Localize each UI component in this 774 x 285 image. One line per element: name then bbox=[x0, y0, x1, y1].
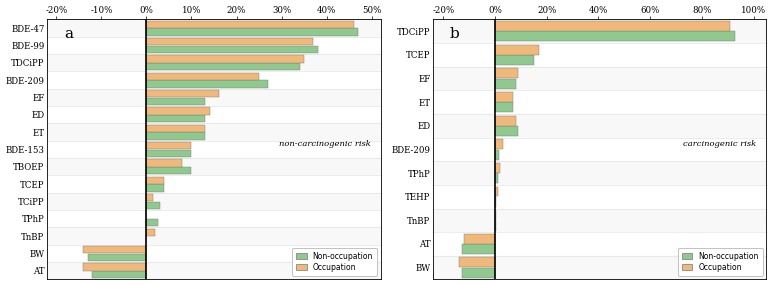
Bar bbox=[146, 97, 205, 105]
Bar bbox=[47, 106, 381, 123]
Bar bbox=[146, 229, 156, 236]
Bar bbox=[146, 73, 259, 80]
Bar bbox=[146, 107, 210, 115]
Bar bbox=[47, 227, 381, 245]
Bar bbox=[495, 187, 498, 196]
Bar bbox=[47, 245, 381, 262]
Bar bbox=[47, 262, 381, 280]
Bar bbox=[495, 79, 515, 89]
Bar bbox=[146, 55, 304, 63]
Bar bbox=[495, 163, 500, 173]
Bar bbox=[464, 234, 495, 244]
Text: b: b bbox=[450, 27, 460, 41]
Bar bbox=[433, 43, 766, 67]
Bar bbox=[495, 92, 513, 102]
Bar bbox=[146, 46, 317, 53]
Bar bbox=[146, 38, 313, 45]
Bar bbox=[146, 80, 268, 87]
Bar bbox=[433, 256, 766, 280]
Bar bbox=[495, 45, 539, 55]
Bar bbox=[461, 268, 495, 278]
Bar bbox=[146, 177, 164, 184]
Bar bbox=[495, 150, 499, 160]
Bar bbox=[433, 185, 766, 209]
Bar bbox=[495, 68, 519, 78]
Bar bbox=[146, 159, 183, 167]
Bar bbox=[47, 37, 381, 54]
Bar bbox=[146, 90, 218, 97]
Bar bbox=[47, 89, 381, 106]
Bar bbox=[146, 21, 354, 28]
Text: a: a bbox=[64, 27, 73, 41]
Bar bbox=[459, 257, 495, 267]
Bar bbox=[47, 193, 381, 210]
Bar bbox=[495, 55, 534, 65]
Bar bbox=[146, 115, 205, 122]
Bar bbox=[495, 210, 496, 220]
Bar bbox=[433, 232, 766, 256]
Bar bbox=[47, 54, 381, 72]
Bar bbox=[146, 150, 191, 157]
Bar bbox=[495, 197, 496, 207]
Bar bbox=[47, 176, 381, 193]
Bar bbox=[495, 31, 735, 41]
Bar bbox=[146, 167, 191, 174]
Bar bbox=[92, 271, 146, 278]
Text: carcinogenic risk: carcinogenic risk bbox=[683, 140, 756, 148]
Bar bbox=[495, 126, 519, 136]
Bar bbox=[146, 132, 205, 140]
Bar bbox=[495, 21, 731, 31]
Text: non-carcinogenic risk: non-carcinogenic risk bbox=[279, 140, 371, 148]
Bar bbox=[146, 201, 160, 209]
Bar bbox=[47, 141, 381, 158]
Bar bbox=[495, 173, 498, 183]
Bar bbox=[146, 194, 153, 201]
Bar bbox=[433, 67, 766, 90]
Bar bbox=[433, 19, 766, 43]
Bar bbox=[433, 90, 766, 114]
Bar bbox=[433, 114, 766, 138]
Bar bbox=[47, 72, 381, 89]
Legend: Non-occupation, Occupation: Non-occupation, Occupation bbox=[678, 248, 762, 276]
Bar bbox=[146, 125, 205, 132]
Bar bbox=[461, 244, 495, 254]
Bar bbox=[146, 142, 191, 149]
Bar bbox=[433, 209, 766, 232]
Bar bbox=[88, 254, 146, 261]
Bar bbox=[47, 210, 381, 227]
Legend: Non-occupation, Occupation: Non-occupation, Occupation bbox=[292, 248, 377, 276]
Bar bbox=[146, 184, 164, 192]
Bar bbox=[495, 221, 496, 231]
Bar bbox=[47, 158, 381, 176]
Bar bbox=[84, 263, 146, 270]
Bar bbox=[495, 116, 515, 126]
Bar bbox=[47, 19, 381, 37]
Bar bbox=[146, 219, 158, 226]
Bar bbox=[433, 138, 766, 161]
Bar bbox=[84, 246, 146, 253]
Bar bbox=[495, 102, 513, 112]
Bar bbox=[495, 139, 503, 149]
Bar bbox=[433, 161, 766, 185]
Bar bbox=[146, 28, 358, 36]
Bar bbox=[146, 63, 300, 70]
Bar bbox=[47, 123, 381, 141]
